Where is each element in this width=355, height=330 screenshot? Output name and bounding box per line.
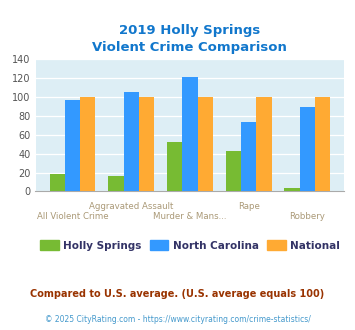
Bar (284, 188, 300, 191)
Text: Murder & Mans...: Murder & Mans... (153, 212, 227, 221)
Bar (315, 97, 330, 191)
Bar (226, 151, 241, 191)
Text: © 2025 CityRating.com - https://www.cityrating.com/crime-statistics/: © 2025 CityRating.com - https://www.city… (45, 315, 310, 324)
Title: 2019 Holly Springs
Violent Crime Comparison: 2019 Holly Springs Violent Crime Compari… (93, 24, 287, 54)
Bar (167, 142, 182, 191)
Bar (65, 100, 80, 191)
Bar (80, 97, 95, 191)
Bar (198, 97, 213, 191)
Bar (139, 97, 154, 191)
Bar (108, 176, 124, 191)
Text: All Violent Crime: All Violent Crime (37, 212, 108, 221)
Text: Aggravated Assault: Aggravated Assault (89, 202, 173, 211)
Bar (241, 122, 256, 191)
Text: Robbery: Robbery (289, 212, 325, 221)
Bar (300, 108, 315, 191)
Bar (124, 92, 139, 191)
Bar (182, 77, 198, 191)
Legend: Holly Springs, North Carolina, National: Holly Springs, North Carolina, National (36, 236, 344, 255)
Text: Rape: Rape (238, 202, 260, 211)
Bar (50, 175, 65, 191)
Bar (256, 97, 272, 191)
Text: Compared to U.S. average. (U.S. average equals 100): Compared to U.S. average. (U.S. average … (31, 289, 324, 299)
